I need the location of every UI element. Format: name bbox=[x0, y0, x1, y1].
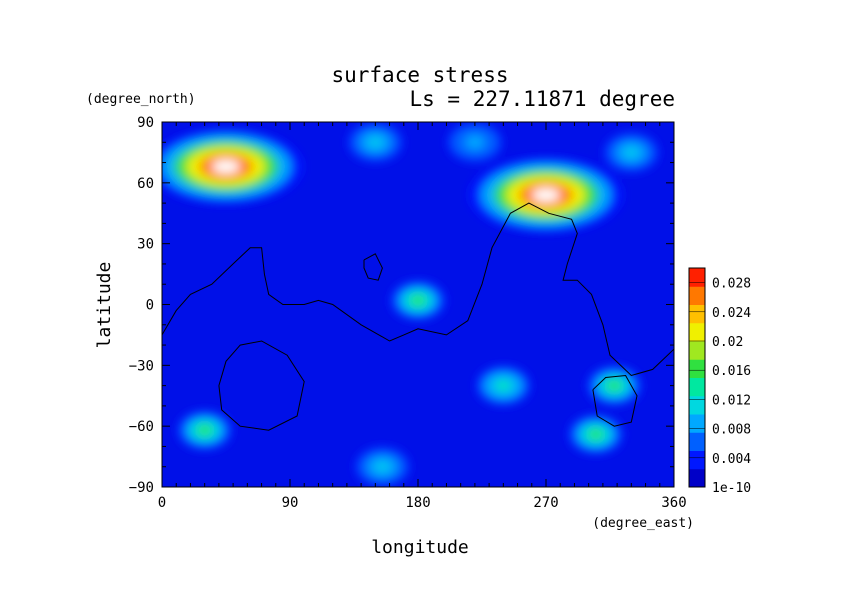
x-unit-label: (degree_east) bbox=[592, 516, 694, 531]
y-tick-label: −30 bbox=[129, 358, 154, 374]
heatmap-blob bbox=[590, 430, 601, 438]
x-tick-label: 0 bbox=[158, 495, 166, 511]
colorbar-swatch bbox=[689, 395, 705, 415]
y-axis-ticks: 90 60 30 0 −30 −60 −90 bbox=[129, 115, 674, 496]
heatmap-blob bbox=[377, 463, 388, 471]
heatmap-blob bbox=[469, 138, 480, 146]
colorbar-swatch bbox=[689, 322, 705, 342]
colorbar-swatch bbox=[689, 468, 705, 488]
argyre-contour bbox=[592, 374, 638, 427]
y-axis-label: latitude bbox=[94, 262, 115, 349]
y-tick-label: 30 bbox=[137, 237, 154, 253]
y-tick-label: 90 bbox=[137, 115, 154, 131]
heatmap-blob bbox=[609, 381, 620, 390]
colorbar-tick-label: 1e-10 bbox=[712, 481, 751, 496]
heatmap-blob bbox=[370, 138, 381, 146]
colorbar-tick-label: 0.008 bbox=[712, 423, 751, 438]
heatmap-blob bbox=[212, 159, 240, 174]
y-tick-label: −60 bbox=[129, 419, 154, 435]
colorbar-tick-label: 0.004 bbox=[712, 452, 751, 467]
heatmap-blob bbox=[626, 148, 637, 157]
x-axis-ticks: 0 90 180 270 360 bbox=[158, 122, 687, 511]
colorbar-tick-label: 0.024 bbox=[712, 306, 751, 321]
topography-contour bbox=[162, 202, 674, 377]
colorbar-swatch bbox=[689, 268, 705, 287]
y-unit-label: (degree_north) bbox=[86, 92, 196, 107]
x-tick-label: 270 bbox=[533, 495, 558, 511]
heatmap-blob bbox=[199, 426, 210, 434]
colorbar-swatch bbox=[689, 414, 705, 433]
y-tick-label: −90 bbox=[129, 480, 154, 496]
chart-subtitle: Ls = 227.11871 degree bbox=[409, 87, 675, 111]
colorbar-tick-label: 0.02 bbox=[712, 335, 743, 350]
colorbar: 1e-10 0.004 0.008 0.012 0.016 0.02 0.024 0.028 bbox=[688, 267, 751, 496]
y-tick-label: 0 bbox=[146, 298, 154, 314]
contour-lines bbox=[162, 202, 674, 431]
chart-title: surface stress bbox=[331, 63, 508, 87]
colorbar-swatch bbox=[689, 359, 705, 378]
heatmap-blob bbox=[532, 188, 560, 202]
heatmap-blob bbox=[412, 296, 424, 305]
y-tick-label: 60 bbox=[137, 176, 154, 192]
colorbar-swatch bbox=[689, 286, 705, 305]
x-tick-label: 90 bbox=[282, 495, 299, 511]
x-tick-label: 180 bbox=[405, 495, 430, 511]
island-contour bbox=[363, 253, 383, 281]
colorbar-swatch bbox=[689, 341, 705, 360]
colorbar-swatch bbox=[689, 377, 705, 397]
colorbar-tick-label: 0.028 bbox=[712, 277, 751, 292]
colorbar-swatch bbox=[689, 432, 705, 451]
hellas-contour bbox=[218, 340, 305, 431]
colorbar-tick-label: 0.016 bbox=[712, 364, 751, 379]
colorbar-tick-label: 0.012 bbox=[712, 393, 751, 408]
x-tick-label: 360 bbox=[661, 495, 686, 511]
heatmap-plot-area bbox=[162, 122, 674, 487]
colorbar-swatch bbox=[689, 304, 705, 324]
x-axis-label: longitude bbox=[371, 537, 469, 558]
colorbar-swatch bbox=[689, 450, 705, 470]
heatmap-blob bbox=[498, 381, 509, 390]
